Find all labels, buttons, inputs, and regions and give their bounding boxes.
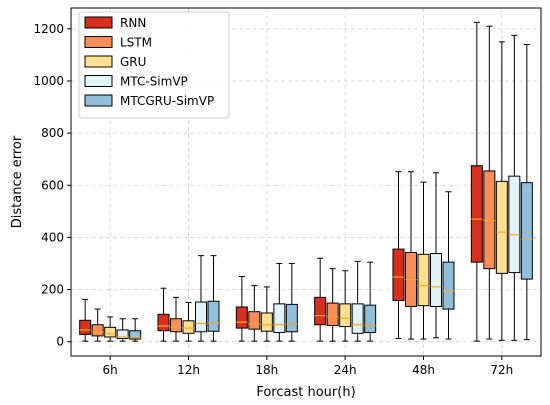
box-iqr xyxy=(285,303,298,333)
x-tick-label: 48h xyxy=(412,363,435,377)
box-RNN-24h xyxy=(314,257,327,342)
box-iqr xyxy=(182,320,195,334)
box-GRU-48h xyxy=(417,181,430,340)
y-axis: 0 200 400 600 800 1000 1200 xyxy=(33,22,71,349)
box-iqr xyxy=(417,253,430,307)
box-MTC-SimVP-12h xyxy=(195,255,207,342)
box-iqr xyxy=(207,300,220,332)
box-MTC-SimVP-72h xyxy=(508,34,521,341)
box-iqr xyxy=(364,304,377,334)
box-LSTM-48h xyxy=(405,171,417,340)
box-LSTM-12h xyxy=(170,296,182,342)
legend-swatch-MTCGRU-SimVP xyxy=(84,94,113,107)
box-iqr xyxy=(235,306,248,329)
box-RNN-48h xyxy=(392,171,405,340)
box-iqr xyxy=(79,319,92,335)
y-tick-label: 0 xyxy=(56,335,64,349)
box-iqr xyxy=(104,326,117,338)
box-iqr xyxy=(260,312,273,332)
box-GRU-24h xyxy=(339,270,352,342)
box-iqr xyxy=(470,165,483,263)
box-GRU-18h xyxy=(260,286,273,342)
legend-swatch-RNN xyxy=(84,16,113,29)
box-iqr xyxy=(430,253,442,307)
box-iqr xyxy=(495,180,508,274)
box-iqr xyxy=(129,330,142,340)
box-MTCGRU-SimVP-24h xyxy=(364,261,377,342)
x-axis-label: Forcast hour(h) xyxy=(256,385,355,400)
legend-label-MTCGRU-SimVP: MTCGRU-SimVP xyxy=(120,94,214,108)
box-iqr xyxy=(195,301,207,333)
box-iqr xyxy=(91,324,104,337)
box-LSTM-6h xyxy=(91,308,104,342)
box-iqr xyxy=(157,313,170,332)
box-iqr xyxy=(520,182,533,280)
box-iqr xyxy=(273,303,286,334)
box-MTCGRU-SimVP-48h xyxy=(442,191,455,340)
box-RNN-12h xyxy=(157,287,170,342)
box-iqr xyxy=(248,311,261,330)
y-tick-label: 400 xyxy=(41,230,64,244)
box-iqr xyxy=(351,303,364,334)
box-iqr xyxy=(314,296,327,326)
box-GRU-6h xyxy=(104,316,117,342)
x-tick-label: 72h xyxy=(490,363,513,377)
box-iqr xyxy=(339,303,352,328)
box-iqr xyxy=(508,175,521,274)
box-MTC-SimVP-6h xyxy=(116,318,129,342)
box-LSTM-18h xyxy=(248,285,261,342)
legend-label-RNN: RNN xyxy=(120,16,146,30)
legend: RNN LSTM GRU MTC-SimVP MTCGRU-SimVP xyxy=(78,11,230,119)
x-tick-label: 24h xyxy=(334,363,357,377)
y-tick-label: 1000 xyxy=(33,74,64,88)
x-tick-label: 12h xyxy=(177,363,200,377)
box-iqr xyxy=(483,170,496,270)
box-GRU-12h xyxy=(182,302,195,342)
box-iqr xyxy=(392,248,405,301)
legend-swatch-GRU xyxy=(84,55,113,68)
box-MTCGRU-SimVP-12h xyxy=(207,255,220,342)
legend-frame xyxy=(78,11,230,119)
box-MTC-SimVP-18h xyxy=(273,262,286,342)
legend-label-GRU: GRU xyxy=(120,55,146,69)
plot-boxes xyxy=(79,21,533,342)
x-tick-label: 6h xyxy=(103,363,118,377)
box-MTCGRU-SimVP-72h xyxy=(520,43,533,341)
y-tick-label: 200 xyxy=(41,283,64,297)
plot-area-frame xyxy=(70,7,542,357)
box-LSTM-24h xyxy=(326,268,339,342)
y-tick-label: 600 xyxy=(41,178,64,192)
box-MTCGRU-SimVP-6h xyxy=(129,318,142,342)
box-RNN-18h xyxy=(235,275,248,342)
box-iqr xyxy=(326,302,339,327)
y-tick-label: 800 xyxy=(41,126,64,140)
x-tick-label: 18h xyxy=(255,363,278,377)
box-iqr xyxy=(170,318,182,333)
legend-swatch-MTC-SimVP xyxy=(84,75,113,87)
y-tick-label: 1200 xyxy=(33,22,64,36)
box-RNN-6h xyxy=(79,298,92,342)
box-MTC-SimVP-24h xyxy=(351,260,364,342)
legend-label-MTC-SimVP: MTC-SimVP xyxy=(120,75,188,89)
legend-label-LSTM: LSTM xyxy=(120,36,152,50)
box-GRU-72h xyxy=(495,41,508,341)
box-RNN-72h xyxy=(470,21,483,342)
x-axis: 6h 12h 18h 24h 48h 72h xyxy=(103,356,513,377)
box-iqr xyxy=(442,261,455,310)
legend-swatch-LSTM xyxy=(84,36,113,48)
box-MTCGRU-SimVP-18h xyxy=(285,262,298,342)
box-MTC-SimVP-48h xyxy=(430,172,442,339)
box-iqr xyxy=(116,329,129,340)
box-LSTM-72h xyxy=(483,25,496,340)
y-axis-label: Distance error xyxy=(10,135,25,228)
